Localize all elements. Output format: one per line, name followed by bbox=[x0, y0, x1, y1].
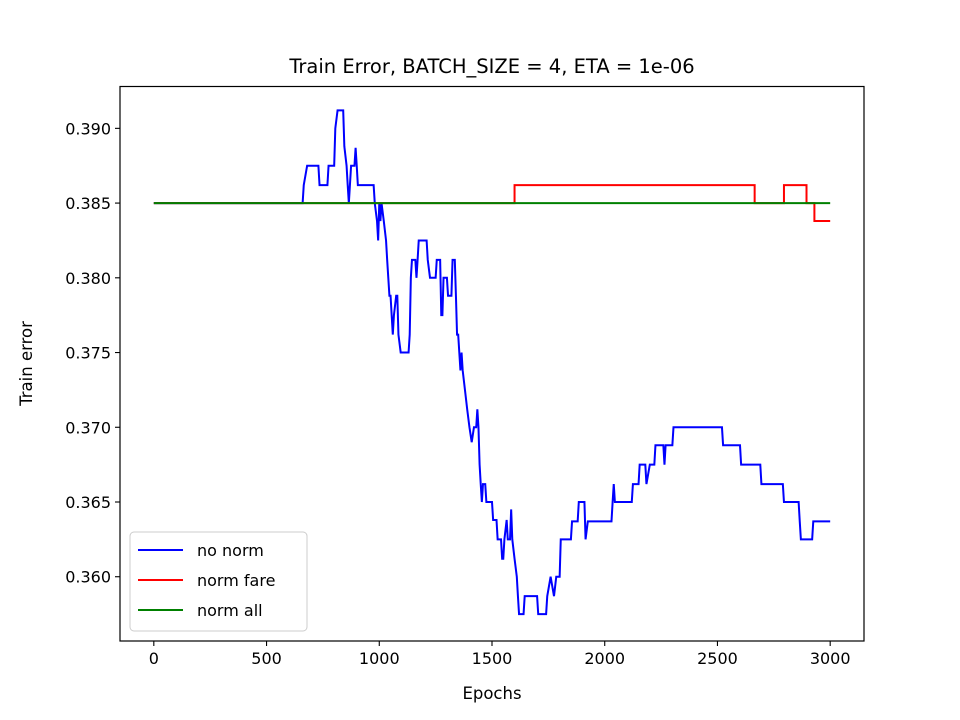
x-tick-label: 2500 bbox=[697, 649, 738, 668]
legend-label-norm-fare: norm fare bbox=[197, 571, 275, 590]
y-axis-ticks: 0.360 0.365 0.370 0.375 0.380 0.385 0.390 bbox=[65, 119, 120, 587]
x-tick-label: 1000 bbox=[359, 649, 400, 668]
x-tick-label: 1500 bbox=[472, 649, 513, 668]
legend-box bbox=[129, 531, 308, 632]
x-tick-label: 2000 bbox=[584, 649, 625, 668]
x-axis-ticks: 0 500 1000 1500 2000 2500 3000 bbox=[149, 641, 851, 668]
series-line-norm-fare bbox=[153, 184, 831, 223]
y-tick-label: 0.360 bbox=[65, 568, 111, 587]
y-tick-label: 0.375 bbox=[65, 344, 111, 363]
legend-label-norm-all: norm all bbox=[197, 601, 263, 620]
y-tick-label: 0.370 bbox=[65, 418, 111, 437]
plot-lines bbox=[153, 109, 831, 616]
chart-title: Train Error, BATCH_SIZE = 4, ETA = 1e-06 bbox=[288, 55, 694, 78]
x-axis-label: Epochs bbox=[462, 684, 521, 703]
legend: no norm norm fare norm all bbox=[129, 531, 308, 632]
x-tick-label: 3000 bbox=[810, 649, 851, 668]
y-tick-label: 0.365 bbox=[65, 493, 111, 512]
x-tick-label: 500 bbox=[251, 649, 282, 668]
y-tick-label: 0.385 bbox=[65, 194, 111, 213]
legend-label-no-norm: no norm bbox=[197, 541, 264, 560]
y-tick-label: 0.390 bbox=[65, 119, 111, 138]
y-tick-label: 0.380 bbox=[65, 269, 111, 288]
x-tick-label: 0 bbox=[149, 649, 159, 668]
y-axis-label: Train error bbox=[17, 321, 36, 407]
